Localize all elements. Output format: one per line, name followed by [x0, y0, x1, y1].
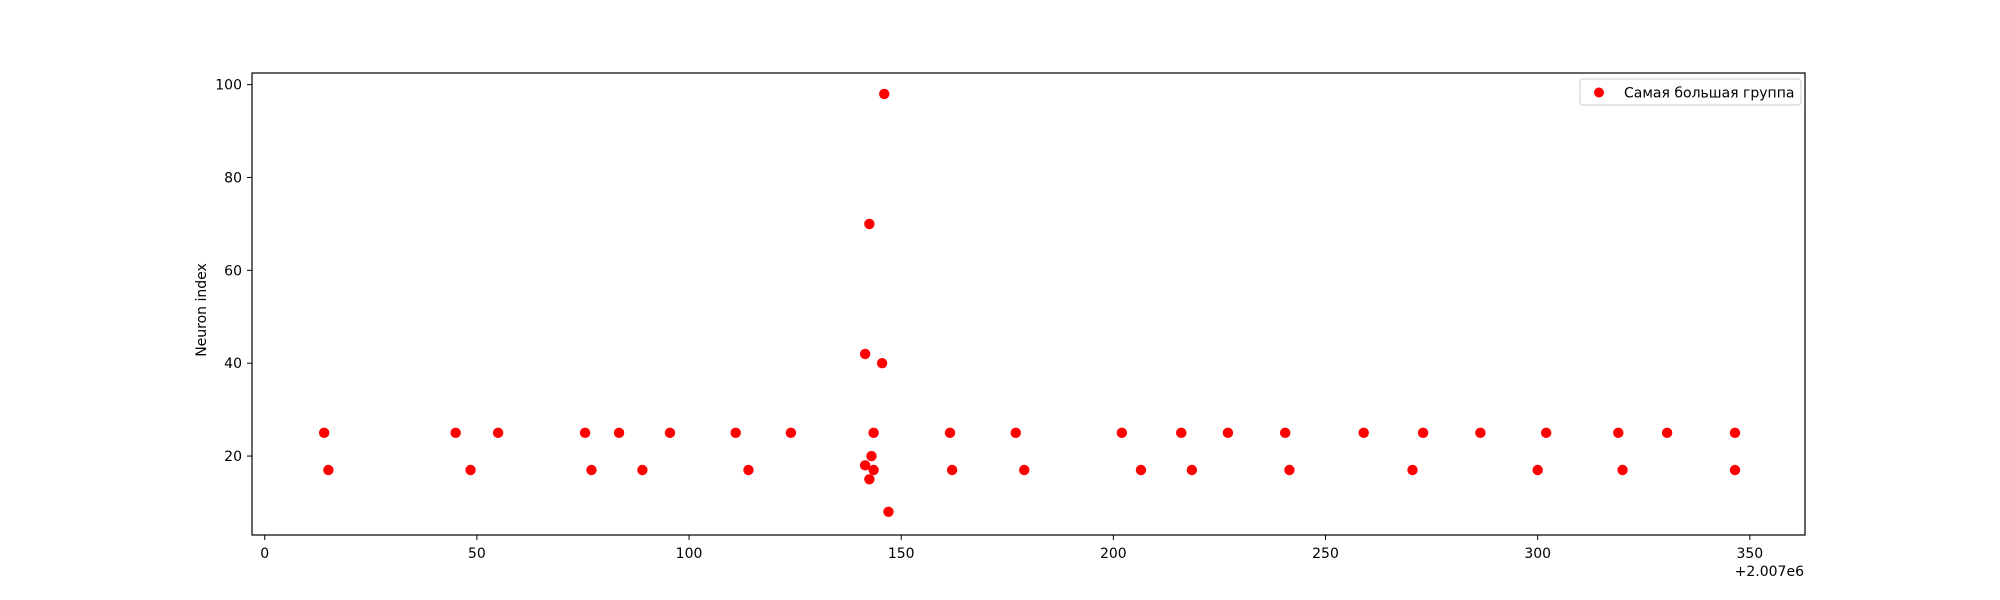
data-point	[1186, 464, 1198, 476]
data-point	[883, 506, 894, 517]
x-tick-label: 350	[1736, 546, 1763, 562]
x-tick-label: 200	[1100, 546, 1127, 562]
data-point	[1661, 427, 1673, 439]
data-point	[579, 427, 591, 439]
data-point	[1280, 427, 1291, 439]
data-point	[1284, 464, 1295, 476]
data-point	[1010, 427, 1021, 439]
data-point	[864, 474, 875, 485]
data-point	[1613, 427, 1624, 439]
data-point	[879, 88, 890, 100]
y-tick-label: 100	[215, 78, 242, 94]
data-point	[1019, 464, 1030, 476]
data-points	[318, 88, 1741, 517]
data-point	[1407, 464, 1418, 476]
data-point	[730, 427, 741, 439]
data-point	[866, 450, 877, 462]
data-point	[465, 464, 476, 476]
data-point	[1729, 464, 1741, 476]
data-point	[1729, 427, 1741, 439]
data-point	[1617, 464, 1628, 476]
data-point	[586, 464, 597, 476]
data-point	[1540, 427, 1552, 439]
x-tick-label: 50	[468, 546, 486, 562]
data-point	[876, 358, 888, 369]
legend: Самая большая группа	[1579, 78, 1802, 106]
data-point	[864, 218, 875, 230]
legend-marker	[1594, 87, 1604, 98]
data-point	[323, 464, 334, 476]
data-point	[859, 348, 871, 360]
y-tick-label: 20	[224, 449, 242, 465]
data-point	[613, 427, 625, 439]
data-point	[1135, 464, 1147, 476]
x-offset-label: +2.007e6	[1735, 564, 1804, 580]
data-point	[1222, 427, 1234, 439]
x-tick-label: 150	[888, 546, 915, 562]
data-point	[1417, 427, 1429, 439]
data-point	[1475, 427, 1486, 439]
y-axis-label: Neuron index	[194, 263, 210, 357]
data-point	[664, 427, 676, 439]
x-tick-label: 300	[1524, 546, 1551, 562]
data-point	[450, 427, 461, 439]
data-point	[492, 427, 504, 439]
data-point	[637, 464, 648, 476]
data-point	[318, 427, 330, 439]
data-point	[944, 427, 956, 439]
legend-box	[1579, 78, 1802, 106]
data-point	[946, 464, 958, 476]
data-point	[743, 464, 754, 476]
x-tick-label: 0	[260, 546, 269, 562]
data-point	[1532, 464, 1543, 476]
data-point	[785, 427, 797, 439]
y-tick-label: 40	[224, 356, 242, 372]
y-tick-label: 60	[224, 263, 242, 279]
legend-entry-label: Самая большая группа	[1624, 86, 1794, 102]
tick-marks: 0 50 100 150 200 250 300 350 20 40 60 80 100	[215, 78, 1763, 562]
data-point	[1358, 427, 1369, 439]
plot-frame	[251, 72, 1806, 536]
data-point	[1176, 427, 1187, 439]
data-point	[859, 460, 871, 471]
x-tick-label: 100	[676, 546, 703, 562]
data-point	[868, 464, 879, 476]
data-point	[1116, 427, 1128, 439]
data-point	[868, 427, 879, 439]
axes	[251, 72, 1806, 536]
y-tick-label: 80	[224, 170, 242, 186]
x-tick-label: 250	[1312, 546, 1339, 562]
